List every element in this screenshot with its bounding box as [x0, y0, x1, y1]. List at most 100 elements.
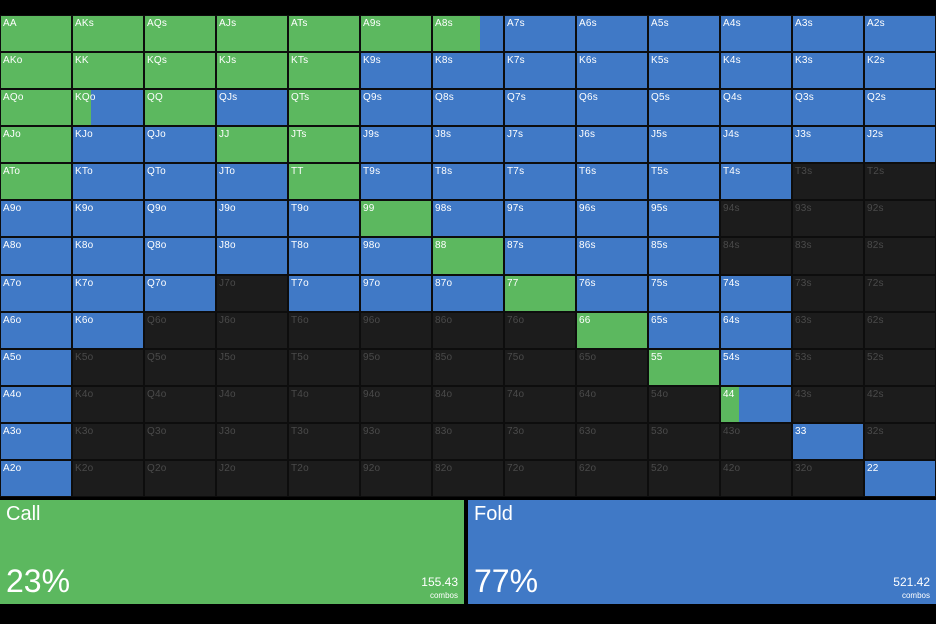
hand-cell[interactable]: 74s — [720, 274, 792, 312]
hand-cell[interactable]: J8s — [432, 126, 504, 164]
hand-cell[interactable]: AJs — [216, 15, 288, 53]
hand-cell[interactable]: 62o — [576, 459, 648, 497]
hand-cell[interactable]: 82s — [864, 237, 936, 275]
hand-cell[interactable]: 63s — [792, 311, 864, 349]
hand-cell[interactable]: AA — [0, 15, 72, 53]
hand-cell[interactable]: JTs — [288, 126, 360, 164]
hand-cell[interactable]: KQo — [72, 89, 144, 127]
hand-cell[interactable]: QJs — [216, 89, 288, 127]
hand-cell[interactable]: K3o — [72, 422, 144, 460]
hand-cell[interactable]: J7o — [216, 274, 288, 312]
hand-cell[interactable]: J5o — [216, 348, 288, 386]
hand-cell[interactable]: Q5s — [648, 89, 720, 127]
hand-cell[interactable]: Q3o — [144, 422, 216, 460]
hand-cell[interactable]: 62s — [864, 311, 936, 349]
hand-cell[interactable]: 52s — [864, 348, 936, 386]
hand-cell[interactable]: T8o — [288, 237, 360, 275]
hand-cell[interactable]: 87s — [504, 237, 576, 275]
hand-cell[interactable]: A5s — [648, 15, 720, 53]
hand-cell[interactable]: 72s — [864, 274, 936, 312]
hand-cell[interactable]: K5o — [72, 348, 144, 386]
hand-cell[interactable]: Q3s — [792, 89, 864, 127]
hand-cell[interactable]: K9s — [360, 52, 432, 90]
hand-cell[interactable]: ATo — [0, 163, 72, 201]
hand-cell[interactable]: 63o — [576, 422, 648, 460]
hand-cell[interactable]: K3s — [792, 52, 864, 90]
hand-cell[interactable]: AQs — [144, 15, 216, 53]
hand-cell[interactable]: 98s — [432, 200, 504, 238]
hand-cell[interactable]: 94o — [360, 385, 432, 423]
hand-cell[interactable]: JJ — [216, 126, 288, 164]
hand-cell[interactable]: T3s — [792, 163, 864, 201]
hand-cell[interactable]: 74o — [504, 385, 576, 423]
hand-cell[interactable]: 33 — [792, 422, 864, 460]
call-summary-panel[interactable]: Call 23% 155.43 combos — [0, 500, 464, 604]
hand-cell[interactable]: A2o — [0, 459, 72, 497]
hand-cell[interactable]: 92s — [864, 200, 936, 238]
hand-cell[interactable]: 55 — [648, 348, 720, 386]
hand-cell[interactable]: J4o — [216, 385, 288, 423]
hand-cell[interactable]: Q2o — [144, 459, 216, 497]
hand-cell[interactable]: T4o — [288, 385, 360, 423]
hand-cell[interactable]: A5o — [0, 348, 72, 386]
hand-cell[interactable]: J9s — [360, 126, 432, 164]
hand-cell[interactable]: J2s — [864, 126, 936, 164]
hand-cell[interactable]: Q4o — [144, 385, 216, 423]
hand-cell[interactable]: T7o — [288, 274, 360, 312]
hand-cell[interactable]: A8o — [0, 237, 72, 275]
hand-cell[interactable]: A3o — [0, 422, 72, 460]
hand-cell[interactable]: 97o — [360, 274, 432, 312]
hand-cell[interactable]: Q7s — [504, 89, 576, 127]
hand-cell[interactable]: A8s — [432, 15, 504, 53]
hand-cell[interactable]: 76s — [576, 274, 648, 312]
hand-cell[interactable]: J6o — [216, 311, 288, 349]
hand-cell[interactable]: K7o — [72, 274, 144, 312]
hand-cell[interactable]: K8o — [72, 237, 144, 275]
hand-cell[interactable]: A9o — [0, 200, 72, 238]
hand-cell[interactable]: K4o — [72, 385, 144, 423]
hand-cell[interactable]: T5s — [648, 163, 720, 201]
hand-cell[interactable]: T3o — [288, 422, 360, 460]
hand-cell[interactable]: A4o — [0, 385, 72, 423]
hand-cell[interactable]: 99 — [360, 200, 432, 238]
hand-cell[interactable]: Q9o — [144, 200, 216, 238]
hand-cell[interactable]: Q5o — [144, 348, 216, 386]
hand-cell[interactable]: A3s — [792, 15, 864, 53]
hand-cell[interactable]: 76o — [504, 311, 576, 349]
hand-cell[interactable]: KJs — [216, 52, 288, 90]
hand-cell[interactable]: 66 — [576, 311, 648, 349]
hand-cell[interactable]: 43o — [720, 422, 792, 460]
hand-cell[interactable]: K4s — [720, 52, 792, 90]
hand-cell[interactable]: 86s — [576, 237, 648, 275]
hand-cell[interactable]: 73o — [504, 422, 576, 460]
hand-cell[interactable]: T7s — [504, 163, 576, 201]
hand-cell[interactable]: K8s — [432, 52, 504, 90]
hand-cell[interactable]: 53s — [792, 348, 864, 386]
hand-cell[interactable]: Q4s — [720, 89, 792, 127]
hand-cell[interactable]: 95s — [648, 200, 720, 238]
hand-cell[interactable]: 75o — [504, 348, 576, 386]
hand-cell[interactable]: 93s — [792, 200, 864, 238]
hand-cell[interactable]: KQs — [144, 52, 216, 90]
hand-cell[interactable]: AKs — [72, 15, 144, 53]
hand-cell[interactable]: 97s — [504, 200, 576, 238]
fold-summary-panel[interactable]: Fold 77% 521.42 combos — [468, 500, 936, 604]
hand-cell[interactable]: K2o — [72, 459, 144, 497]
hand-cell[interactable]: 93o — [360, 422, 432, 460]
hand-cell[interactable]: Q6o — [144, 311, 216, 349]
hand-cell[interactable]: T9o — [288, 200, 360, 238]
hand-cell[interactable]: A2s — [864, 15, 936, 53]
hand-cell[interactable]: A4s — [720, 15, 792, 53]
hand-cell[interactable]: 72o — [504, 459, 576, 497]
hand-cell[interactable]: 65o — [576, 348, 648, 386]
hand-cell[interactable]: 96o — [360, 311, 432, 349]
hand-cell[interactable]: T2o — [288, 459, 360, 497]
hand-cell[interactable]: Q2s — [864, 89, 936, 127]
hand-cell[interactable]: 64o — [576, 385, 648, 423]
hand-cell[interactable]: 86o — [432, 311, 504, 349]
hand-cell[interactable]: 44 — [720, 385, 792, 423]
hand-cell[interactable]: 75s — [648, 274, 720, 312]
hand-cell[interactable]: 54s — [720, 348, 792, 386]
hand-cell[interactable]: J7s — [504, 126, 576, 164]
hand-cell[interactable]: 84o — [432, 385, 504, 423]
